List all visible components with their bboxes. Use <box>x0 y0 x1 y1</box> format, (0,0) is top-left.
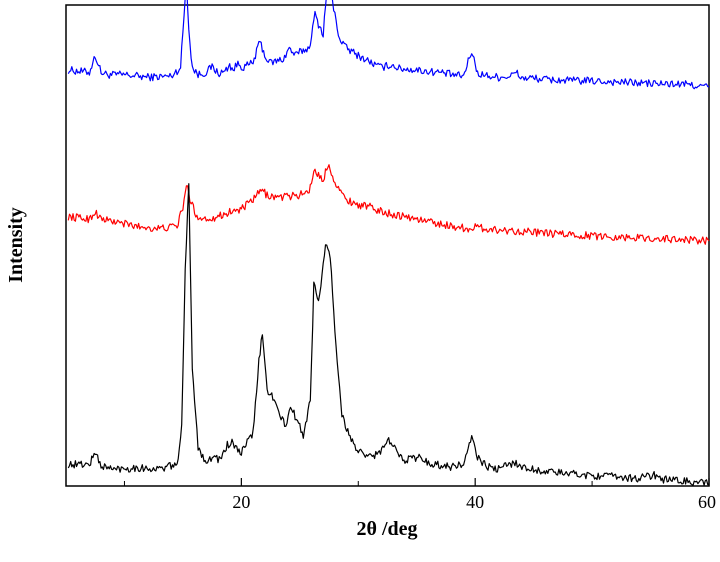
series-line-1 <box>67 0 710 90</box>
x-axis: 20 40 60 <box>123 478 716 512</box>
x-tick-label: 60 <box>698 492 716 512</box>
series-line-2 <box>67 164 710 245</box>
x-tick-label: 40 <box>466 492 484 512</box>
plot-frame <box>65 4 710 487</box>
y-axis-title: Intensity <box>5 207 27 283</box>
series-layer <box>67 0 710 487</box>
x-axis-title: 2θ /deg <box>357 518 418 540</box>
series-line-3 <box>67 183 710 487</box>
x-tick-label: 20 <box>232 492 250 512</box>
